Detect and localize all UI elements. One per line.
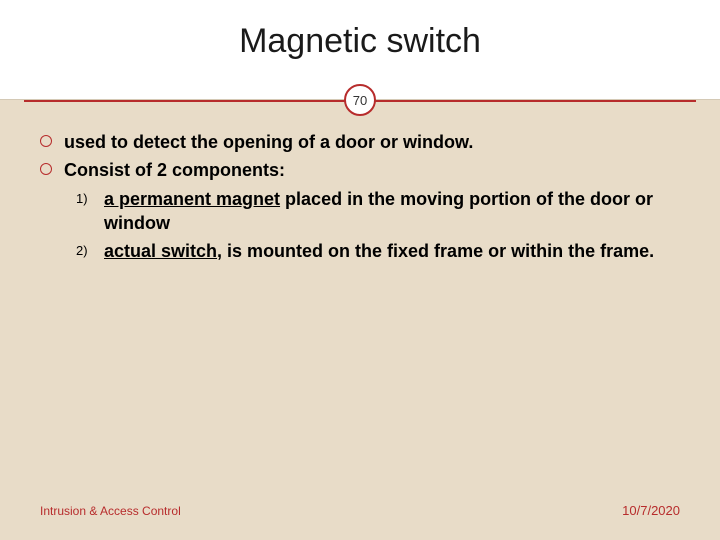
bullet-marker-icon xyxy=(40,163,52,175)
bullet-text: used to detect the opening of a door or … xyxy=(64,130,473,154)
bullet-item: used to detect the opening of a door or … xyxy=(40,130,680,154)
sub-text: actual switch, is mounted on the fixed f… xyxy=(104,239,654,263)
sub-underlined: actual switch xyxy=(104,241,217,261)
bullet-marker-icon xyxy=(40,135,52,147)
sub-item: 2) actual switch, is mounted on the fixe… xyxy=(76,239,680,263)
sub-text: a permanent magnet placed in the moving … xyxy=(104,187,680,236)
footer-left: Intrusion & Access Control xyxy=(40,504,181,518)
sub-item: 1) a permanent magnet placed in the movi… xyxy=(76,187,680,236)
sub-number: 2) xyxy=(76,243,94,258)
bullet-text: Consist of 2 components: xyxy=(64,158,285,182)
content-region: used to detect the opening of a door or … xyxy=(40,130,680,267)
slide-number: 70 xyxy=(353,93,367,108)
sub-rest: , is mounted on the fixed frame or withi… xyxy=(217,241,654,261)
sub-list: 1) a permanent magnet placed in the movi… xyxy=(76,187,680,264)
sub-number: 1) xyxy=(76,191,94,206)
sub-underlined: a permanent magnet xyxy=(104,189,280,209)
slide-number-badge: 70 xyxy=(344,84,376,116)
slide-title: Magnetic switch xyxy=(0,22,720,61)
bullet-item: Consist of 2 components: xyxy=(40,158,680,182)
footer-right: 10/7/2020 xyxy=(622,503,680,518)
